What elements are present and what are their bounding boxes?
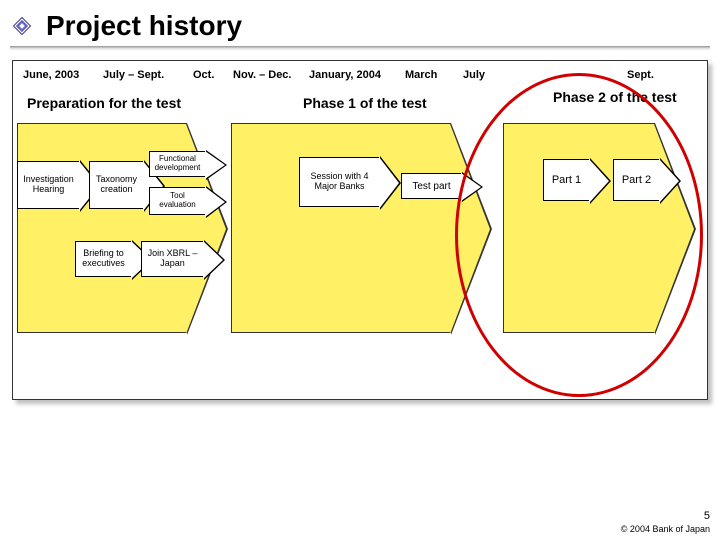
box-label: Briefing toexecutives [80,249,127,269]
diagram-frame: June, 2003 July – Sept. Oct. Nov. – Dec. Jan… [12,60,708,400]
prep-box: Join XBRL –Japan [141,241,203,277]
prep-box: Taxonomycreation [89,161,143,209]
timeline-label: Nov. – Dec. [233,69,292,81]
prep-box: Briefing toexecutives [75,241,131,277]
timeline-label: June, 2003 [23,69,79,81]
timeline-label: January, 2004 [309,69,381,81]
box-label: Test part [410,181,452,192]
timeline-label: July [463,69,485,81]
footer: 5 © 2004 Bank of Japan [621,510,710,534]
phase1-box: Test part [401,173,461,199]
prep-box: Functionaldevelopment [149,151,205,177]
timeline-label: July – Sept. [103,69,164,81]
page-title: Project history [46,10,242,42]
box-label: Functionaldevelopment [153,155,203,173]
box-label: Join XBRL –Japan [146,249,200,269]
box-label: Part 2 [620,174,653,186]
prep-box: Toolevaluation [149,187,205,215]
divider [10,46,710,48]
diamond-icon [10,14,34,38]
phase1-box: Session with 4Major Banks [299,157,379,207]
box-label: Taxonomycreation [94,175,139,195]
copyright: © 2004 Bank of Japan [621,524,710,534]
box-label: Part 1 [550,174,583,186]
box-label: InvestigationHearing [21,175,76,195]
prep-box: InvestigationHearing [17,161,79,209]
timeline-label: March [405,69,437,81]
timeline-label: Sept. [627,69,654,81]
timeline-label: Oct. [193,69,214,81]
highlight-circle [455,73,703,397]
phase-label: Phase 1 of the test [303,95,427,111]
box-label: Toolevaluation [157,192,197,210]
phase-label: Preparation for the test [27,95,181,111]
box-label: Session with 4Major Banks [308,172,370,192]
slide-number: 5 [621,510,710,522]
phase-arrow [231,123,451,333]
